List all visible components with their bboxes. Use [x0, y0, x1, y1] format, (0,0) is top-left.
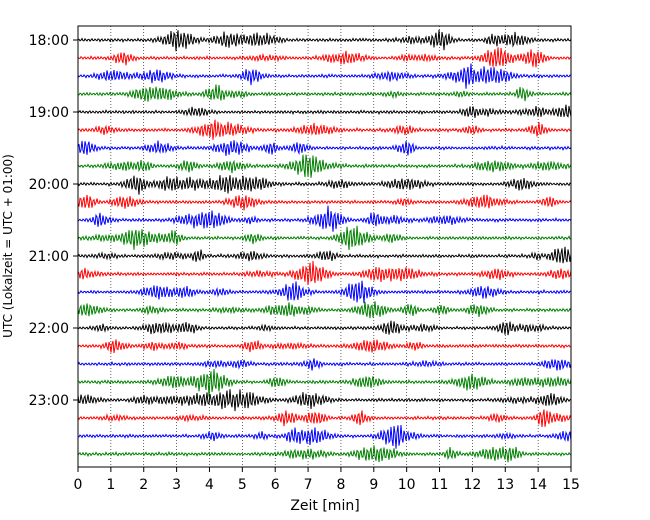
- seismogram-trace: [77, 246, 572, 264]
- x-tick-label: 0: [74, 477, 83, 493]
- y-tick-label: 18:00: [29, 33, 69, 49]
- y-axis: 18:00 19:00 20:00 21:00 22:00 23:00: [29, 33, 78, 409]
- y-tick-label: 22:00: [29, 321, 69, 337]
- y-tick-label: 23:00: [29, 393, 69, 409]
- plot-frame: [77, 25, 572, 468]
- trace-group: [77, 29, 572, 463]
- x-tick-label: 11: [431, 477, 449, 493]
- y-tick-label: 20:00: [29, 177, 69, 193]
- seismogram-trace: [77, 369, 572, 397]
- x-tick-label: 6: [271, 477, 280, 493]
- x-tick-label: 9: [369, 477, 378, 493]
- x-tick-label: 1: [106, 477, 115, 493]
- x-tick-label: 5: [238, 477, 247, 493]
- seismogram-trace: [77, 409, 572, 427]
- x-tick-label: 13: [496, 477, 514, 493]
- x-tick-label: 12: [463, 477, 481, 493]
- seismogram-trace: [77, 225, 572, 251]
- seismogram-trace: [77, 358, 572, 371]
- seismogram-trace: [77, 339, 572, 354]
- seismogram-trace: [77, 445, 572, 463]
- seismogram-trace: [77, 84, 572, 102]
- y-tick-label: 19:00: [29, 105, 69, 121]
- x-axis-label: Zeit [min]: [290, 498, 359, 514]
- x-tick-label: 3: [172, 477, 181, 493]
- seismogram-trace: [77, 119, 572, 140]
- x-tick-label: 14: [529, 477, 547, 493]
- x-axis: 0 1 2 3 4 5 6 7 8 9 10 11 12 13 14 15: [74, 467, 580, 493]
- seismogram-trace: [77, 47, 572, 68]
- seismogram-trace: [77, 175, 572, 195]
- seismogram-trace: [77, 140, 572, 156]
- seismogram-trace: [77, 104, 572, 118]
- seismogram-trace: [77, 320, 572, 336]
- seismogram-trace: [77, 63, 572, 89]
- x-tick-label: 2: [139, 477, 148, 493]
- x-tick-label: 4: [205, 477, 214, 493]
- seismogram-trace: [77, 205, 572, 232]
- y-axis-label: UTC (Lokalzeit = UTC + 01:00): [1, 154, 15, 338]
- x-tick-label: 10: [398, 477, 416, 493]
- x-tick-label: 8: [336, 477, 345, 493]
- seismogram-trace: [77, 154, 572, 178]
- y-tick-label: 21:00: [29, 249, 69, 265]
- x-tick-label: 15: [562, 477, 580, 493]
- seismogram-trace: [77, 389, 572, 412]
- seismogram-trace: [77, 424, 572, 449]
- seismogram-trace: [77, 280, 572, 304]
- seismogram-trace: [77, 260, 572, 286]
- seismogram-trace: [77, 194, 572, 211]
- seismogram-trace: [77, 29, 572, 52]
- seismogram-trace: [77, 301, 572, 319]
- x-tick-label: 7: [304, 477, 313, 493]
